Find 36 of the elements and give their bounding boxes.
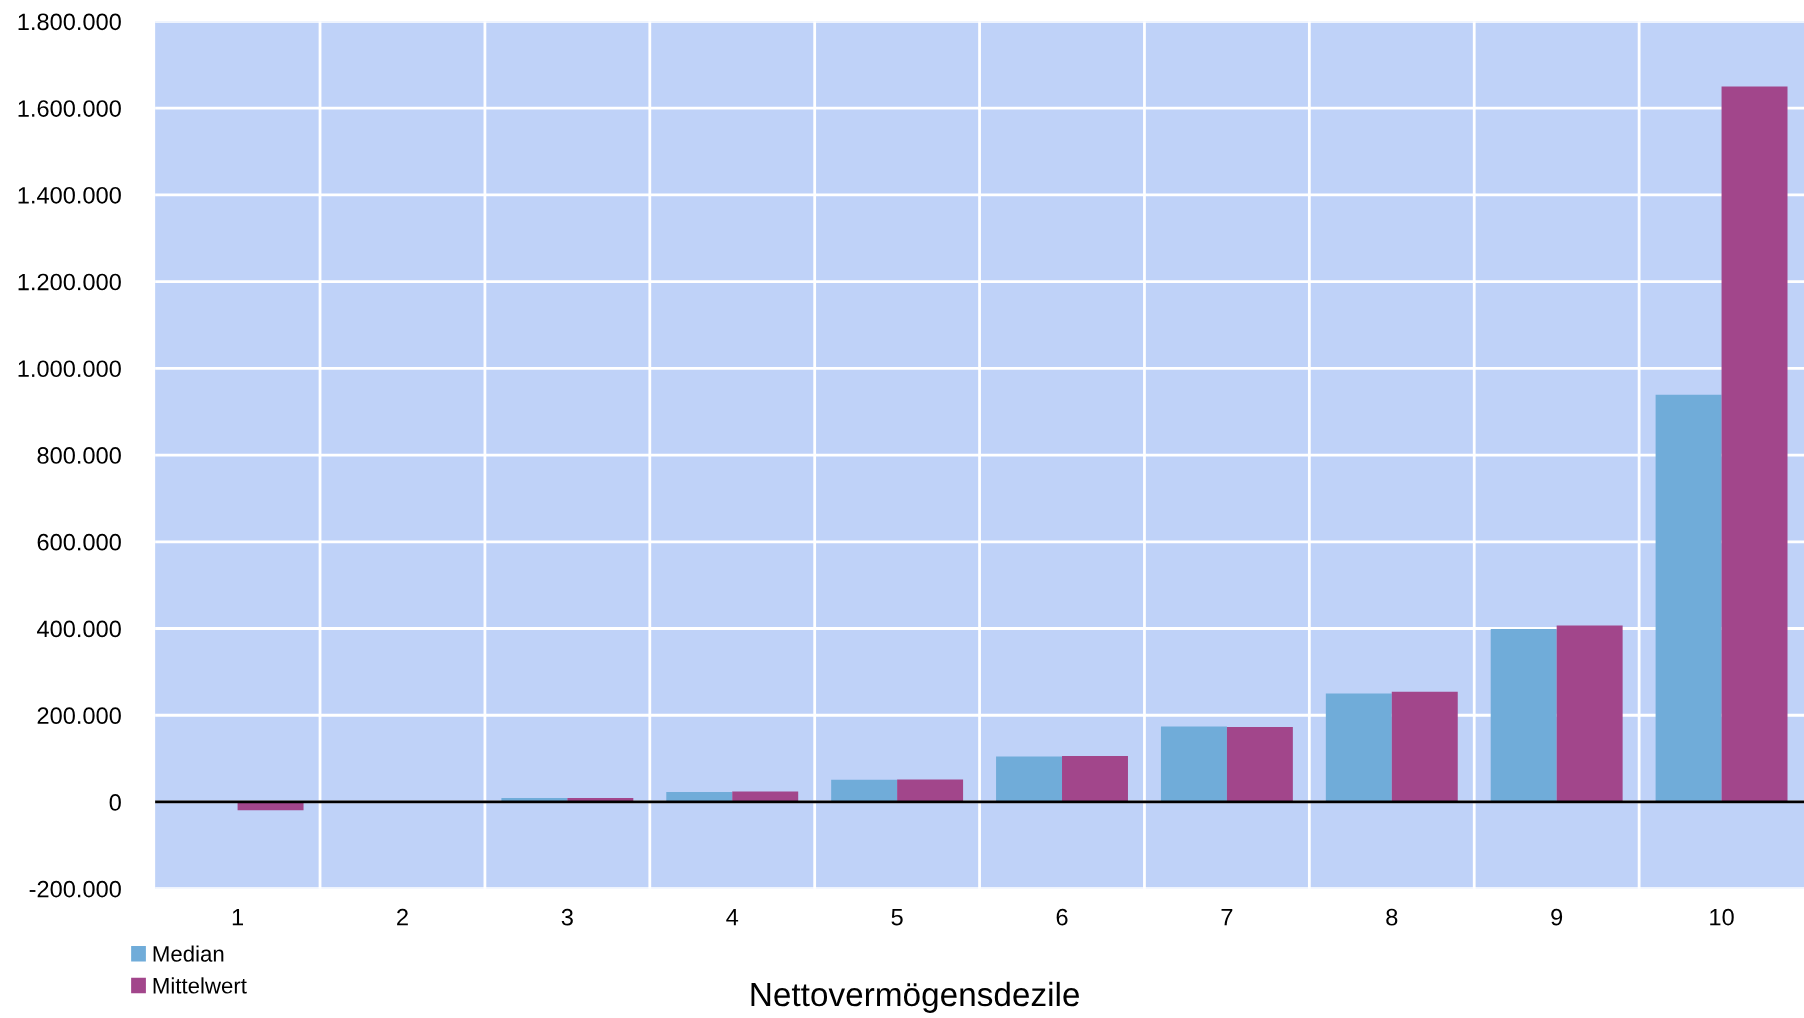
x-tick-label: 3 xyxy=(561,908,573,926)
x-tick-label: 2 xyxy=(397,908,408,926)
legend-label: Mittelwert xyxy=(153,977,247,994)
y-tick-label: 1.000.000 xyxy=(18,360,121,378)
y-tick-label: 600.000 xyxy=(37,533,121,551)
y-tick-label: -200.000 xyxy=(29,880,121,898)
x-tick-label: 6 xyxy=(1056,908,1068,926)
y-tick-label: 800.000 xyxy=(37,447,121,464)
bar xyxy=(1721,86,1788,802)
bar xyxy=(897,779,964,802)
bar xyxy=(1655,394,1722,802)
x-tick-label: 1 xyxy=(232,909,243,926)
x-tick-label: 5 xyxy=(891,909,903,926)
x-tick-label: 9 xyxy=(1551,908,1563,926)
y-tick-label: 1.600.000 xyxy=(18,100,121,117)
y-tick-label: 200.000 xyxy=(37,707,121,725)
bar xyxy=(996,756,1063,802)
bar xyxy=(1062,756,1128,802)
bar xyxy=(831,779,898,802)
x-axis-title: Nettovermögensdezile xyxy=(751,981,1079,1013)
legend-label: Median xyxy=(153,945,224,962)
bar xyxy=(1325,693,1392,802)
y-tick-label: 400.000 xyxy=(37,620,121,638)
bar xyxy=(1556,625,1623,802)
bar xyxy=(1226,726,1293,802)
x-tick-label: 8 xyxy=(1386,908,1398,926)
x-tick-label: 10 xyxy=(1710,908,1734,926)
y-tick-label: 1.200.000 xyxy=(18,273,121,291)
bar xyxy=(1490,628,1557,802)
y-tick-label: 1.800.000 xyxy=(18,13,121,31)
y-tick-label: 0 xyxy=(109,794,121,811)
x-tick-label: 7 xyxy=(1221,909,1233,926)
bar xyxy=(1391,691,1458,802)
bar xyxy=(1160,726,1227,802)
x-tick-label: 4 xyxy=(726,909,739,926)
y-tick-label: 1.400.000 xyxy=(18,186,121,204)
